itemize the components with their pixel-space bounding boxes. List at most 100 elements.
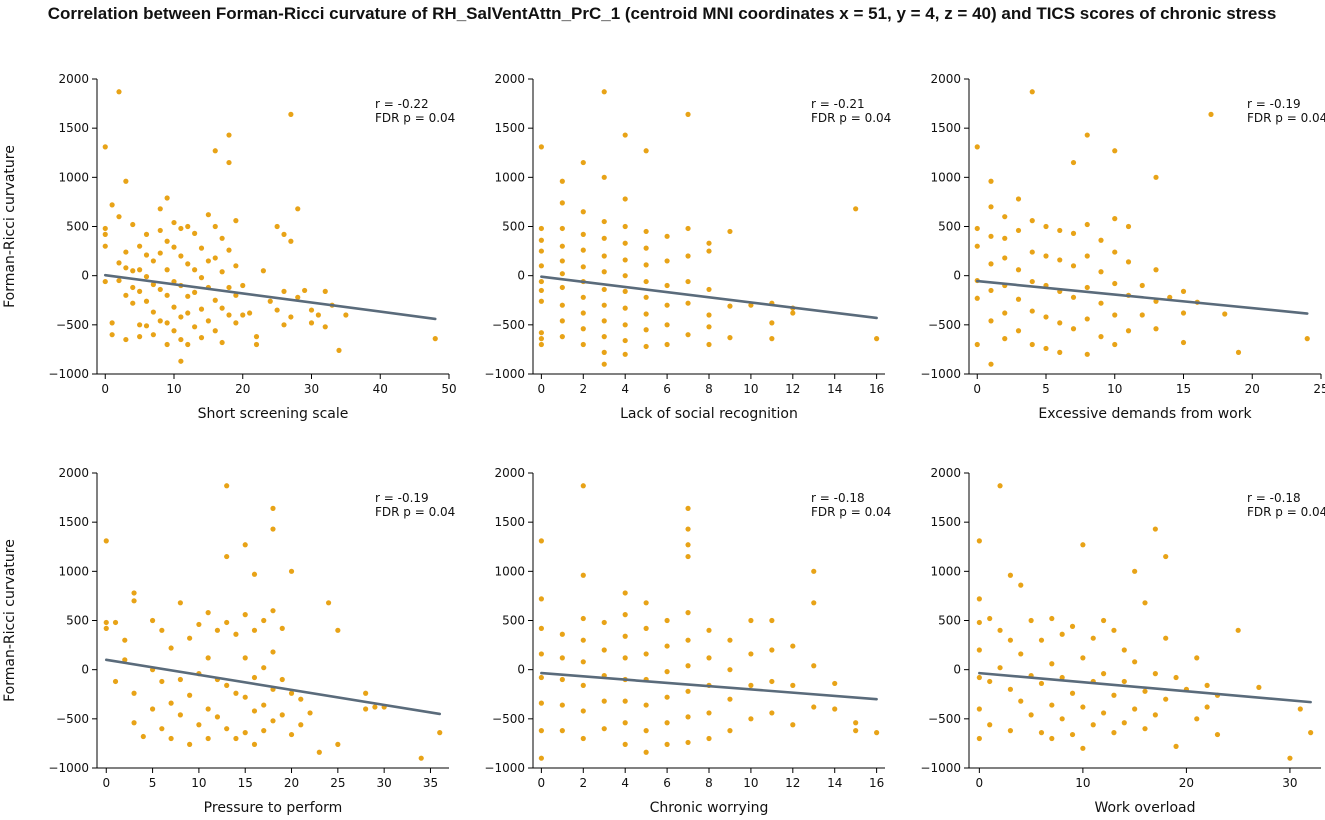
x-axis-label: Work overload	[1094, 800, 1195, 816]
y-tick-label: −1000	[920, 367, 961, 381]
scatter-point	[727, 303, 733, 309]
scatter-point	[1028, 712, 1034, 718]
scatter-point	[247, 310, 253, 316]
scatter-point	[219, 269, 225, 275]
scatter-point	[601, 286, 607, 293]
scatter-point	[1098, 300, 1104, 306]
scatter-point	[1163, 635, 1169, 641]
scatter-point	[288, 731, 295, 738]
scatter-point	[988, 233, 994, 239]
scatter-point	[1069, 690, 1076, 696]
x-tick-label: 8	[705, 382, 713, 396]
scatter-point	[130, 268, 136, 274]
scatter-point	[685, 300, 691, 306]
scatter-point	[580, 637, 586, 643]
scatter-point	[168, 700, 174, 706]
scatter-point	[233, 218, 239, 224]
x-tick-label: 14	[827, 776, 842, 790]
scatter-point	[622, 223, 628, 230]
regression-line	[978, 671, 1312, 704]
scatter-point	[769, 617, 775, 624]
scatter-point	[185, 310, 191, 316]
scatter-point	[178, 253, 184, 259]
scatter-point	[1018, 698, 1024, 704]
scatter-point	[988, 204, 994, 210]
scatter-point	[559, 225, 565, 232]
scatter-point	[622, 240, 628, 246]
scatter-point	[664, 341, 670, 348]
scatter-point	[580, 231, 586, 237]
y-tick-label: −1000	[920, 761, 961, 775]
scatter-point	[279, 712, 285, 718]
scatter-point	[198, 306, 205, 312]
scatter-point	[874, 336, 880, 342]
scatter-point	[1057, 320, 1063, 326]
scatter-point	[279, 676, 285, 683]
scatter-point	[748, 617, 754, 624]
scatter-point	[224, 726, 230, 732]
x-tick-label: 15	[238, 776, 253, 790]
scatter-point	[1084, 316, 1090, 322]
scatter-point	[192, 230, 198, 236]
scatter-point	[1112, 280, 1118, 287]
scatter-point	[242, 694, 248, 700]
scatter-point	[233, 690, 239, 696]
scatter-point	[1180, 339, 1187, 346]
scatter-point	[601, 269, 607, 275]
scatter-point	[1059, 674, 1065, 681]
scatter-point	[622, 633, 628, 639]
scatter-point	[1173, 743, 1179, 749]
fdr-p-annotation: FDR p = 0.04	[1247, 111, 1325, 125]
scatter-point	[622, 720, 628, 726]
scatter-point	[270, 526, 276, 532]
scatter-point	[187, 635, 193, 641]
scatter-point	[178, 225, 184, 232]
subplot-work-overload: −1000 −500 0 500 1000 1500 2000 0 10 20 30 Work ove…	[920, 466, 1325, 816]
y-tick-label: 1000	[930, 564, 961, 578]
y-axis-label: Forman-Ricci curvature	[2, 145, 18, 308]
scatter-point	[226, 159, 232, 166]
scatter-point	[177, 712, 183, 718]
x-tick-label: 35	[423, 776, 438, 790]
scatter-point	[226, 247, 232, 253]
scatter-point	[205, 212, 211, 218]
scatter-point	[769, 336, 775, 342]
scatter-point	[601, 361, 607, 367]
x-tick-label: 5	[1042, 382, 1050, 396]
regression-line	[540, 275, 878, 320]
x-tick-label: 10	[743, 776, 758, 790]
scatter-point	[727, 696, 733, 702]
scatter-point	[103, 625, 109, 631]
y-tick-label: 1000	[58, 564, 89, 578]
scatter-point	[1235, 349, 1242, 355]
scatter-point	[559, 178, 565, 184]
scatter-point	[1125, 223, 1132, 230]
scatter-point	[226, 284, 232, 291]
x-tick-label: 20	[1245, 382, 1260, 396]
scatter-point	[242, 542, 248, 548]
scatter-point	[664, 233, 670, 239]
scatter-point	[137, 243, 143, 249]
scatter-point	[790, 643, 796, 649]
scatter-point	[976, 596, 982, 602]
scatter-point	[601, 218, 607, 225]
x-tick-label: 30	[304, 382, 319, 396]
scatter-point	[1002, 310, 1008, 316]
scatter-point	[123, 336, 129, 343]
scatter-point	[1111, 627, 1117, 633]
scatter-point	[706, 240, 712, 246]
scatter-point	[601, 89, 607, 95]
x-tick-label: 0	[101, 382, 109, 396]
scatter-point	[622, 322, 628, 328]
scatter-point	[976, 706, 982, 712]
y-tick-label: 2000	[58, 72, 89, 86]
scatter-point	[150, 309, 156, 315]
scatter-point	[853, 720, 859, 726]
scatter-point	[116, 89, 122, 95]
scatter-point	[987, 615, 993, 622]
scatter-point	[1180, 310, 1187, 316]
scatter-point	[664, 302, 670, 308]
scatter-point	[1098, 334, 1104, 340]
scatter-point	[1204, 704, 1210, 710]
scatter-point	[177, 600, 183, 606]
